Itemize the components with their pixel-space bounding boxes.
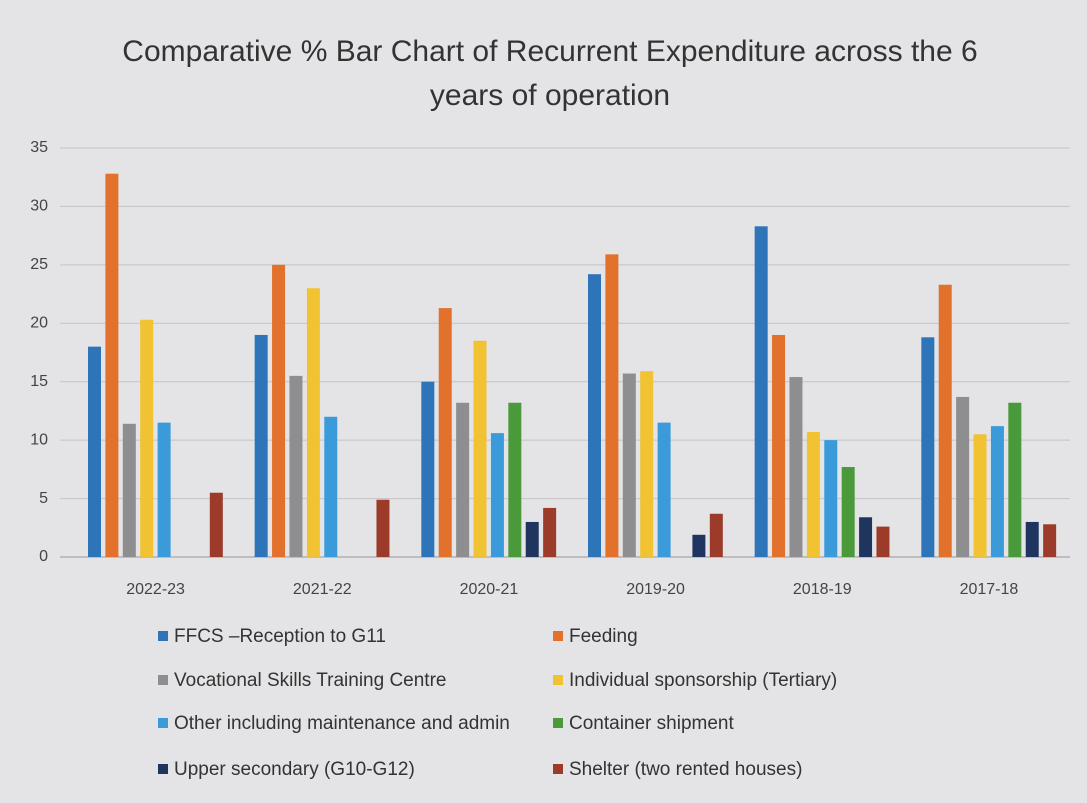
- bar: [272, 264, 286, 557]
- x-tick-label: 2017-18: [960, 581, 1019, 598]
- bar: [88, 346, 101, 557]
- bar: [973, 434, 987, 557]
- bar: [1043, 524, 1057, 557]
- x-tick-label: 2022-23: [126, 581, 185, 598]
- bar: [157, 422, 171, 557]
- y-tick-label: 20: [30, 315, 48, 332]
- bar: [254, 334, 268, 557]
- bar: [508, 402, 522, 557]
- bar: [921, 337, 935, 557]
- bar: [841, 467, 855, 557]
- legend-swatch: [158, 764, 168, 774]
- bar: [657, 422, 671, 557]
- x-tick-label: 2021-22: [293, 581, 352, 598]
- bar: [824, 440, 838, 557]
- bar: [438, 308, 452, 557]
- y-tick-label: 5: [39, 490, 48, 507]
- bar: [490, 433, 504, 557]
- bar: [421, 381, 435, 557]
- bar: [692, 534, 706, 557]
- bar: [990, 426, 1004, 557]
- bar: [772, 334, 786, 557]
- y-tick-label: 35: [30, 139, 48, 156]
- legend-swatch: [553, 718, 563, 728]
- legend-swatch: [553, 764, 563, 774]
- bar: [806, 431, 820, 557]
- y-tick-label: 25: [30, 256, 48, 273]
- y-tick-label: 0: [39, 548, 48, 565]
- bar: [140, 319, 154, 557]
- bar: [859, 517, 873, 557]
- bar: [209, 492, 223, 557]
- bar: [754, 226, 768, 557]
- bar: [105, 173, 119, 558]
- bar: [588, 274, 601, 557]
- bar: [956, 396, 970, 557]
- bar: [789, 377, 803, 557]
- bar: [543, 507, 557, 557]
- bar: [525, 521, 539, 557]
- bar: [876, 526, 890, 557]
- bar: [306, 288, 320, 557]
- legend-label: Individual sponsorship (Tertiary): [569, 670, 837, 691]
- legend-label: Shelter (two rented houses): [569, 759, 802, 780]
- legend-label: Feeding: [569, 626, 638, 647]
- legend-label: Container shipment: [569, 713, 734, 734]
- bar: [1025, 521, 1039, 557]
- legend-swatch: [158, 718, 168, 728]
- bar: [709, 513, 723, 557]
- bar: [122, 423, 136, 557]
- chart-title: Comparative % Bar Chart of Recurrent Exp…: [122, 35, 978, 112]
- x-tick-label: 2019-20: [626, 581, 685, 598]
- legend-swatch: [158, 631, 168, 641]
- bar: [289, 375, 303, 557]
- bar: [473, 340, 487, 557]
- legend-swatch: [158, 675, 168, 685]
- bar: [456, 402, 470, 557]
- legend-label: Upper secondary (G10-G12): [174, 759, 415, 780]
- bar: [376, 499, 390, 557]
- legend-swatch: [553, 631, 563, 641]
- x-tick-label: 2018-19: [793, 581, 852, 598]
- legend-label: Other including maintenance and admin: [174, 713, 510, 734]
- y-tick-label: 10: [30, 431, 48, 448]
- bar: [640, 371, 654, 557]
- bar: [605, 254, 619, 557]
- y-tick-label: 30: [30, 198, 48, 215]
- legend-label: FFCS –Reception to G11: [174, 626, 386, 647]
- bar: [938, 284, 952, 557]
- legend-label: Vocational Skills Training Centre: [174, 670, 446, 691]
- x-tick-label: 2020-21: [460, 581, 519, 598]
- legend-swatch: [553, 675, 563, 685]
- bar: [622, 373, 636, 557]
- y-tick-label: 15: [30, 373, 48, 390]
- bar: [324, 416, 338, 557]
- bar: [1008, 402, 1022, 557]
